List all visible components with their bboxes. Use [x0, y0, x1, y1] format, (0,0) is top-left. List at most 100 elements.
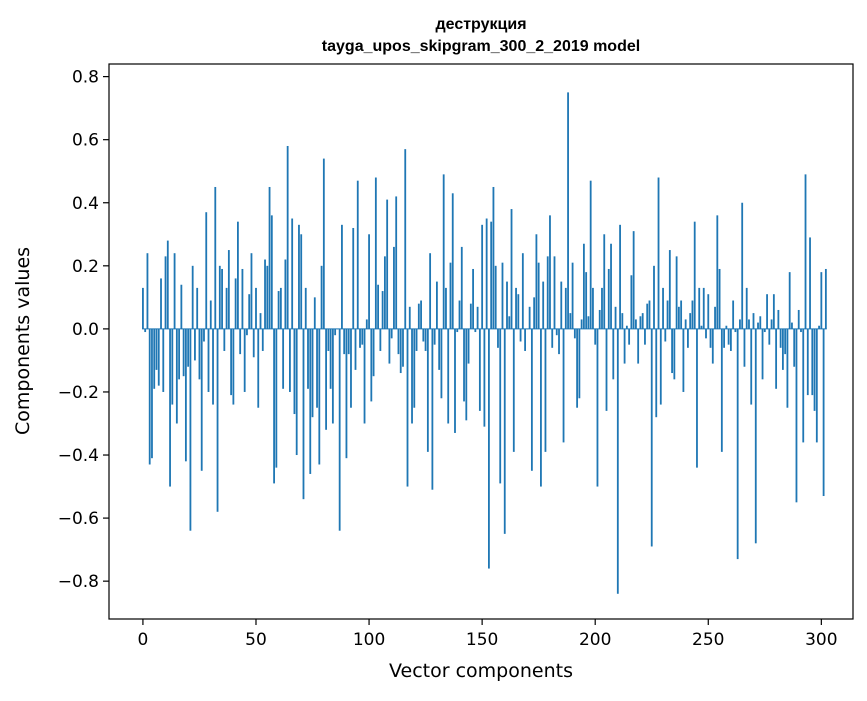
bar [766, 294, 768, 329]
bar [644, 329, 646, 345]
bar [793, 329, 795, 367]
bar [590, 181, 592, 329]
bar [533, 297, 535, 329]
bar [572, 263, 574, 329]
bar [260, 313, 262, 329]
bar [251, 253, 253, 329]
bar [692, 301, 694, 329]
bar [346, 329, 348, 458]
bar [825, 269, 827, 329]
bar [723, 329, 725, 348]
bar [368, 234, 370, 329]
bar [210, 301, 212, 329]
y-tick-label: −0.2 [58, 383, 99, 403]
bar [630, 275, 632, 329]
bar [807, 329, 809, 395]
bar [585, 272, 587, 329]
bar [183, 329, 185, 376]
bar [431, 329, 433, 490]
y-axis-label: Components values [12, 247, 34, 435]
bar [352, 228, 354, 329]
bar [278, 291, 280, 329]
bar [192, 266, 194, 329]
bar [750, 329, 752, 405]
bar [748, 319, 750, 328]
bar [334, 329, 336, 335]
bar [147, 253, 149, 329]
bar [142, 288, 144, 329]
bar [633, 231, 635, 329]
bar [214, 187, 216, 329]
bar [574, 329, 576, 338]
bar [321, 266, 323, 329]
bar [248, 294, 250, 329]
bar [816, 329, 818, 443]
bar [759, 316, 761, 329]
bar [581, 319, 583, 328]
bar [504, 329, 506, 534]
bar [341, 225, 343, 329]
bar [393, 247, 395, 329]
bar [673, 329, 675, 379]
bar [303, 329, 305, 499]
x-tick-label: 300 [805, 630, 837, 650]
bar [592, 288, 594, 329]
bar [438, 329, 440, 370]
bar [493, 187, 495, 329]
bar [655, 329, 657, 417]
bar [789, 272, 791, 329]
bar [653, 266, 655, 329]
bar [597, 329, 599, 487]
bar [601, 288, 603, 329]
bar [565, 288, 567, 329]
bar [395, 196, 397, 328]
bar [642, 313, 644, 329]
bar [149, 329, 151, 465]
bar [289, 329, 291, 392]
bar [583, 244, 585, 329]
bar [628, 329, 630, 345]
bar [560, 282, 562, 329]
bar [678, 307, 680, 329]
bar [773, 294, 775, 329]
x-tick-label: 200 [579, 630, 611, 650]
bar [820, 272, 822, 329]
bar [529, 307, 531, 329]
bar [517, 294, 519, 329]
bar [608, 269, 610, 329]
bar [447, 329, 449, 424]
bar [452, 193, 454, 329]
bar [273, 329, 275, 484]
bar [646, 304, 648, 329]
bar [275, 329, 277, 468]
bar [404, 149, 406, 329]
bar [436, 282, 438, 329]
bar [420, 301, 422, 329]
bar [443, 174, 445, 329]
bar [357, 181, 359, 329]
bar [791, 323, 793, 329]
bar [384, 256, 386, 329]
bar [612, 329, 614, 379]
bar [703, 288, 705, 329]
bar [502, 263, 504, 329]
bar [244, 329, 246, 392]
bar [323, 159, 325, 329]
bar [522, 253, 524, 329]
bar [359, 329, 361, 348]
bar [685, 319, 687, 328]
chart-title: деструкция [435, 16, 526, 33]
bar [814, 329, 816, 411]
bar [316, 329, 318, 408]
bar [567, 92, 569, 329]
bar [669, 250, 671, 329]
bar [741, 203, 743, 329]
bar [805, 174, 807, 329]
bar [771, 319, 773, 328]
bar [167, 241, 169, 329]
bar [427, 329, 429, 452]
bar [488, 329, 490, 569]
bar [483, 329, 485, 427]
bar [343, 329, 345, 354]
bar [307, 329, 309, 389]
